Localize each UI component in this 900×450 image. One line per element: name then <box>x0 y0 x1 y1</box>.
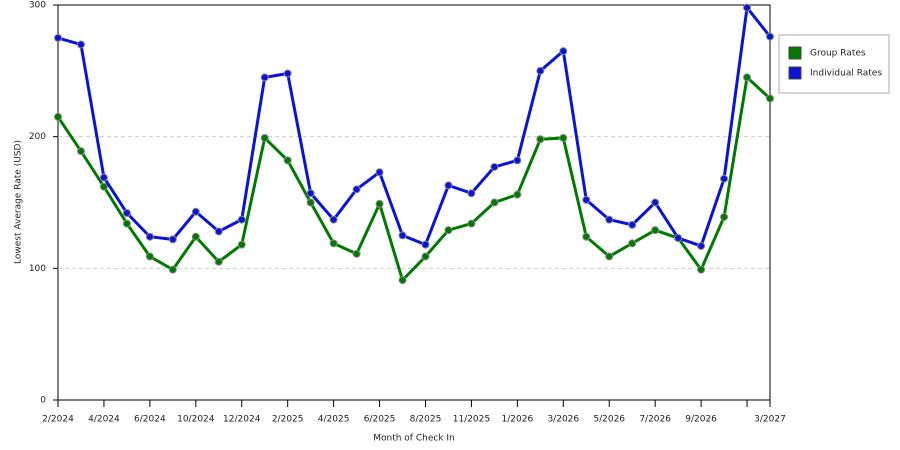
data-point <box>54 33 62 42</box>
data-point <box>54 112 62 121</box>
data-point <box>260 133 269 142</box>
x-tick-label: 11/2025 <box>453 415 490 425</box>
data-point <box>99 182 108 191</box>
data-point <box>766 32 774 41</box>
legend-box <box>778 34 890 94</box>
x-tick-label: 5/2026 <box>593 415 625 425</box>
data-point <box>168 265 177 274</box>
y-tick-label: 100 <box>29 264 46 274</box>
x-tick-label: 6/2025 <box>364 415 396 425</box>
data-point <box>651 226 660 235</box>
data-point <box>421 252 430 261</box>
data-point <box>76 147 85 156</box>
data-point <box>674 234 683 243</box>
data-point <box>375 199 384 208</box>
data-point <box>145 252 154 261</box>
data-point <box>237 215 246 224</box>
data-point <box>214 257 223 266</box>
data-point <box>697 265 706 274</box>
x-tick-label: 3/2026 <box>547 415 579 425</box>
data-point <box>743 3 752 12</box>
data-point <box>352 249 361 258</box>
data-point <box>697 241 706 250</box>
data-point <box>444 181 453 190</box>
x-tick-label: 1/2026 <box>502 415 534 425</box>
data-point <box>329 215 338 224</box>
data-point <box>168 235 177 244</box>
data-point <box>651 198 660 207</box>
series-line <box>57 3 772 248</box>
x-tick-label: 2/2025 <box>272 415 304 425</box>
x-tick-label: 12/2024 <box>223 415 261 425</box>
plot-frame <box>57 4 771 401</box>
data-point <box>76 40 85 49</box>
data-point <box>513 156 522 165</box>
series-line <box>56 74 772 284</box>
data-point <box>145 232 154 241</box>
data-point <box>306 198 315 207</box>
x-tick-label: 7/2026 <box>639 415 671 425</box>
data-point <box>214 227 223 236</box>
legend-label: Group Rates <box>810 49 866 59</box>
data-point <box>444 226 453 235</box>
y-tick-label: 300 <box>29 1 46 11</box>
data-point <box>191 232 200 241</box>
data-point <box>283 69 292 78</box>
data-point <box>191 207 200 216</box>
data-point <box>536 135 545 144</box>
x-tick-label: 3/2027 <box>754 415 786 425</box>
data-point <box>605 215 614 224</box>
data-point <box>99 173 108 182</box>
x-tick-label: 4/2025 <box>318 415 350 425</box>
data-point <box>582 232 591 241</box>
data-point <box>467 219 476 228</box>
data-point <box>766 94 774 103</box>
legend-swatch <box>788 66 802 80</box>
data-point <box>306 189 315 198</box>
data-point <box>559 133 568 142</box>
data-point <box>490 198 499 207</box>
data-point <box>237 240 246 249</box>
data-point <box>398 276 407 285</box>
data-point <box>582 195 591 204</box>
data-point <box>283 156 292 165</box>
data-point <box>122 209 131 218</box>
data-point <box>122 219 131 228</box>
data-point <box>260 73 269 82</box>
data-point <box>375 168 384 177</box>
data-point <box>720 174 729 183</box>
data-point <box>467 189 476 198</box>
data-point <box>329 239 338 248</box>
data-point <box>559 47 568 56</box>
data-point <box>743 73 752 82</box>
data-point <box>628 239 637 248</box>
y-tick-label: 0 <box>40 396 46 406</box>
legend-swatch <box>788 46 802 60</box>
data-point <box>352 185 361 194</box>
legend-label: Individual Rates <box>810 69 882 79</box>
y-axis-label: Lowest Average Rate (USD) <box>14 140 24 264</box>
x-axis-label: Month of Check In <box>373 434 455 444</box>
x-tick-label: 2/2024 <box>42 415 74 425</box>
x-tick-label: 8/2025 <box>410 415 442 425</box>
x-tick-label: 4/2024 <box>88 415 120 425</box>
x-tick-label: 6/2024 <box>134 415 166 425</box>
data-point <box>720 212 729 221</box>
data-point <box>513 190 522 199</box>
data-point <box>536 66 545 75</box>
x-tick-label: 10/2024 <box>177 415 215 425</box>
data-point <box>605 252 614 261</box>
data-point <box>421 240 430 249</box>
x-tick-label: 9/2026 <box>685 415 717 425</box>
data-point <box>628 220 637 229</box>
data-point <box>490 162 499 171</box>
y-tick-label: 200 <box>29 132 46 142</box>
data-point <box>398 231 407 240</box>
